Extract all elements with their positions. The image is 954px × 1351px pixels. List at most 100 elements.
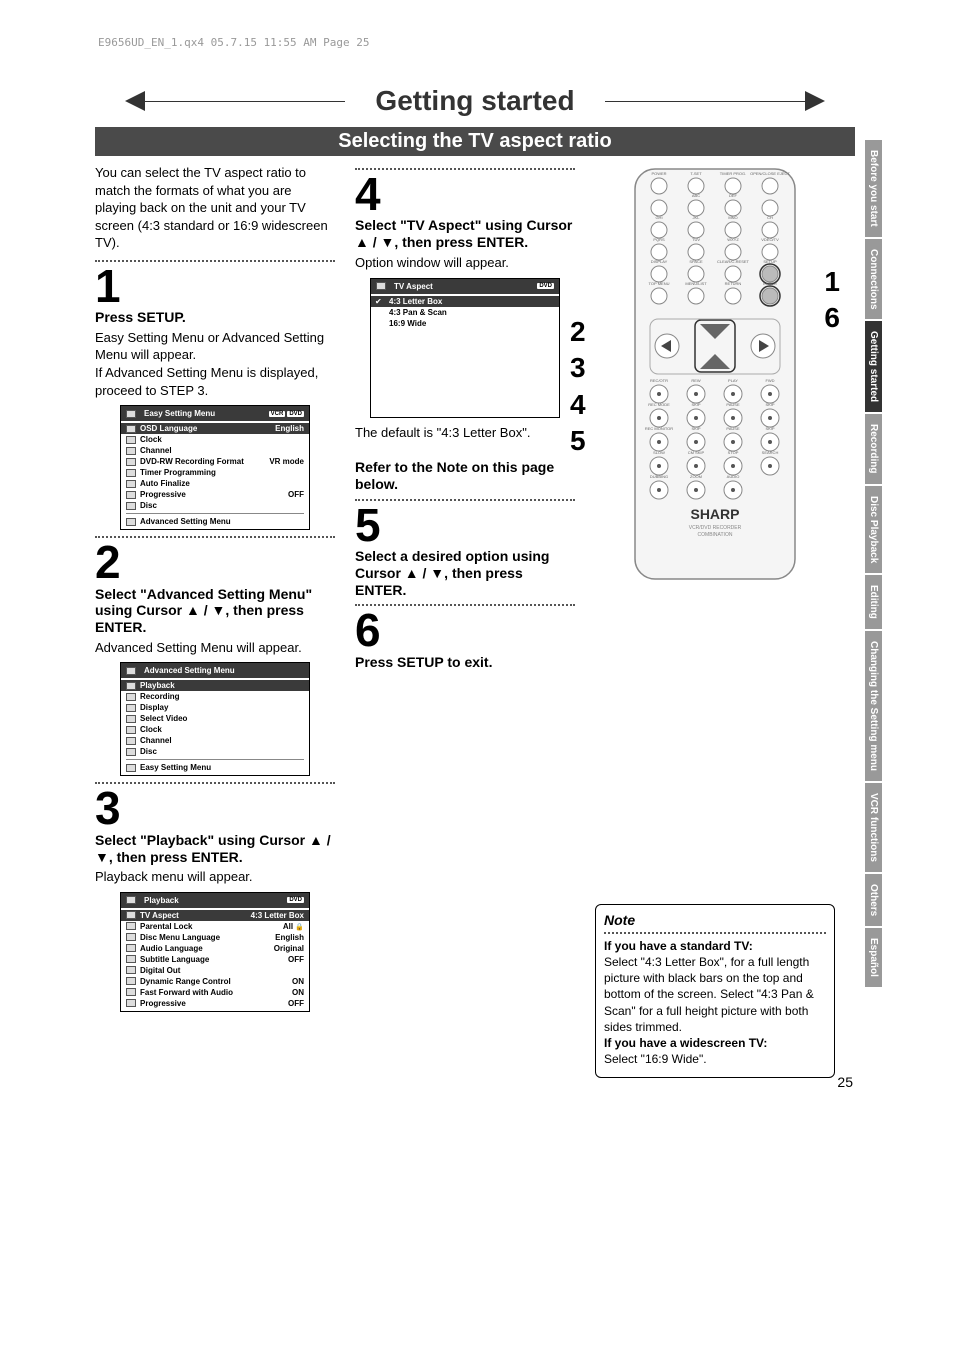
step-4-refer: Refer to the Note on this page below. xyxy=(355,459,575,493)
side-tab: Getting started xyxy=(865,321,882,412)
svg-text:SLOW: SLOW xyxy=(653,450,665,455)
separator xyxy=(355,604,575,606)
svg-text:PAUSE: PAUSE xyxy=(726,402,740,407)
svg-text:COMBINATION: COMBINATION xyxy=(698,532,733,538)
note-box: Note If you have a standard TV: Select "… xyxy=(595,904,835,1078)
svg-text:DISPLAY: DISPLAY xyxy=(651,259,668,264)
svg-text:TIMER PROG.: TIMER PROG. xyxy=(720,171,746,176)
svg-text:PLAY: PLAY xyxy=(728,378,738,383)
svg-text:SKIP: SKIP xyxy=(691,426,700,431)
side-tab: VCR functions xyxy=(865,783,882,872)
note-body-1: Select "4:3 Letter Box", for a full leng… xyxy=(604,954,826,1035)
step-5-head: Select a desired option using Cursor ▲ /… xyxy=(355,548,575,598)
column-middle: 4 Select "TV Aspect" using Cursor ▲ / ▼,… xyxy=(355,164,575,1078)
page-number: 25 xyxy=(837,1074,853,1090)
page-title: Getting started xyxy=(335,85,614,117)
intro-text: You can select the TV aspect ratio to ma… xyxy=(95,164,335,252)
svg-text:T-SET: T-SET xyxy=(690,171,702,176)
note-heading-2: If you have a widescreen TV: xyxy=(604,1035,826,1051)
step-6-head: Press SETUP to exit. xyxy=(355,654,575,671)
step-2-body: Advanced Setting Menu will appear. xyxy=(95,639,335,657)
step-5-number: 5 xyxy=(355,505,575,546)
banner-arrow-right-icon xyxy=(805,91,825,111)
side-tab: Editing xyxy=(865,575,882,629)
note-body-2: Select "16:9 Wide". xyxy=(604,1051,826,1067)
column-right: 2345 16 POWERT-SETTIMER PROG.OPEN/CLOSE … xyxy=(595,164,835,1078)
note-heading-1: If you have a standard TV: xyxy=(604,938,826,954)
side-tabs: Before you start ConnectionsGetting start… xyxy=(865,140,882,987)
side-tab: Disc Playback xyxy=(865,486,882,573)
step-3-head: Select "Playback" using Cursor ▲ / ▼, th… xyxy=(95,832,335,866)
separator xyxy=(355,168,575,170)
svg-text:SETUP: SETUP xyxy=(763,259,777,264)
step-4-default: The default is "4:3 Letter Box". xyxy=(355,424,575,442)
svg-text:DEF: DEF xyxy=(729,193,738,198)
svg-text:PAUSE: PAUSE xyxy=(726,426,740,431)
svg-text:CH: CH xyxy=(767,215,773,220)
step-6-number: 6 xyxy=(355,610,575,651)
banner-arrow-left-icon xyxy=(125,91,145,111)
side-tab: Before you start xyxy=(865,140,882,237)
header-info: E9656UD_EN_1.qx4 05.7.15 11:55 AM Page 2… xyxy=(98,36,370,49)
advanced-setting-menu: Advanced Setting MenuPlaybackRecordingDi… xyxy=(120,662,310,776)
note-title: Note xyxy=(604,911,826,930)
side-tab: Español xyxy=(865,928,882,987)
step-3-number: 3 xyxy=(95,788,335,829)
step-2-number: 2 xyxy=(95,542,335,583)
svg-text:STOP: STOP xyxy=(728,450,739,455)
step-4-number: 4 xyxy=(355,174,575,215)
svg-text:POWER: POWER xyxy=(651,171,666,176)
svg-text:GHI: GHI xyxy=(655,215,662,220)
svg-text:DUBBING: DUBBING xyxy=(650,474,668,479)
svg-text:SKIP: SKIP xyxy=(691,402,700,407)
svg-text:MNO: MNO xyxy=(728,215,737,220)
svg-text:MENU/LIST: MENU/LIST xyxy=(685,281,707,286)
svg-text:ENTER: ENTER xyxy=(763,281,777,286)
step-1-head: Press SETUP. xyxy=(95,309,335,326)
side-tab: Recording xyxy=(865,414,882,483)
step-4-body: Option window will appear. xyxy=(355,254,575,272)
callout-numbers-left: 2345 xyxy=(570,314,586,460)
svg-text:VDEO/TV: VDEO/TV xyxy=(761,237,779,242)
svg-text:WXYZ: WXYZ xyxy=(727,237,739,242)
svg-text:FWD: FWD xyxy=(765,378,774,383)
svg-text:VCR/DVD RECORDER: VCR/DVD RECORDER xyxy=(689,525,742,531)
remote-illustration: POWER T-SET TIMER PROG. OPEN/CLOSE EJECT ABC… xyxy=(625,164,805,584)
step-4-head: Select "TV Aspect" using Cursor ▲ / ▼, t… xyxy=(355,217,575,251)
svg-text:REC/OTR: REC/OTR xyxy=(650,378,668,383)
title-banner: Getting started xyxy=(95,85,855,117)
svg-text:AUDIO: AUDIO xyxy=(727,474,740,479)
svg-text:SPACE: SPACE xyxy=(689,259,703,264)
remote-svg: POWER T-SET TIMER PROG. OPEN/CLOSE EJECT ABC… xyxy=(625,164,805,584)
column-left: You can select the TV aspect ratio to ma… xyxy=(95,164,335,1078)
page-container: Getting started Selecting the TV aspect … xyxy=(95,85,855,1078)
svg-text:REW: REW xyxy=(691,378,701,383)
svg-text:ZOOM: ZOOM xyxy=(690,474,702,479)
svg-text:TOP MENU: TOP MENU xyxy=(649,281,670,286)
svg-text:SKIP: SKIP xyxy=(765,426,774,431)
svg-text:SHARP: SHARP xyxy=(690,506,739,522)
step-1-body: Easy Setting Menu or Advanced Setting Me… xyxy=(95,329,335,399)
svg-text:CLEAR/C-RESET: CLEAR/C-RESET xyxy=(717,259,750,264)
easy-setting-menu: Easy Setting MenuVCRDVDOSD LanguageEngli… xyxy=(120,405,310,530)
svg-text:PQRS: PQRS xyxy=(653,237,665,242)
svg-text:OPEN/CLOSE EJECT: OPEN/CLOSE EJECT xyxy=(750,171,790,176)
separator xyxy=(355,499,575,501)
svg-text:JKL: JKL xyxy=(693,215,701,220)
step-2-head: Select "Advanced Setting Menu" using Cur… xyxy=(95,586,335,636)
playback-menu: PlaybackDVDTV Aspect4:3 Letter BoxParent… xyxy=(120,892,310,1012)
step-1-number: 1 xyxy=(95,266,335,307)
svg-text:CM SKIP: CM SKIP xyxy=(688,450,705,455)
svg-text:REC MODE: REC MODE xyxy=(648,402,670,407)
side-tab: Changing the Setting menu xyxy=(865,631,882,781)
separator xyxy=(95,536,335,538)
svg-text:REC MONITOR: REC MONITOR xyxy=(645,426,673,431)
svg-text:TUV: TUV xyxy=(692,237,700,242)
callout-numbers-right: 16 xyxy=(824,264,840,337)
page-subtitle: Selecting the TV aspect ratio xyxy=(95,127,855,156)
side-tab: Connections xyxy=(865,239,882,320)
separator xyxy=(95,782,335,784)
svg-text:ABC: ABC xyxy=(692,193,700,198)
svg-text:RETURN: RETURN xyxy=(725,281,742,286)
separator xyxy=(95,260,335,262)
